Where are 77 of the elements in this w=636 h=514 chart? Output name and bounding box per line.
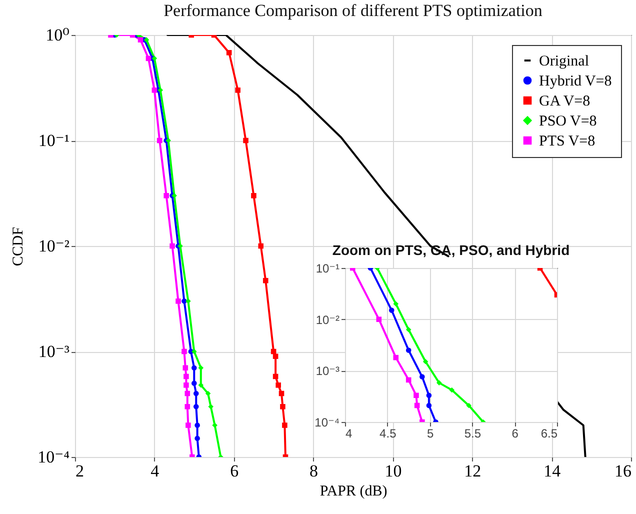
point (193, 404, 199, 410)
y-tick-label: 10⁻² (316, 312, 340, 327)
point (393, 354, 399, 360)
point (170, 243, 175, 249)
point (243, 138, 248, 144)
point (198, 365, 204, 370)
point (184, 404, 190, 410)
point (262, 278, 268, 284)
point (184, 382, 189, 388)
x-tick-label: 16 (614, 462, 632, 480)
point (182, 348, 187, 354)
point (182, 298, 187, 304)
x-tick-label: 12 (464, 462, 482, 480)
point (436, 380, 442, 386)
x-tick-label: 8 (310, 462, 318, 480)
x-tick-label: 4 (346, 426, 352, 440)
point (182, 365, 188, 370)
point (152, 88, 158, 93)
line-series (368, 268, 438, 422)
x-tick-label: 5.5 (464, 426, 482, 440)
point (235, 88, 240, 93)
point (393, 301, 399, 307)
x-axis-title: PAPR (dB) (320, 484, 388, 500)
x-tick-label: 5 (426, 426, 434, 440)
point (208, 404, 214, 410)
y-tick-label: 10⁻³ (316, 364, 340, 378)
point (388, 308, 394, 313)
chart-title: Performance Comparison of different PTS optimization (164, 1, 543, 20)
x-tick-label: 10 (384, 462, 402, 480)
point (276, 382, 281, 388)
x-tick-label: 6 (512, 426, 519, 440)
legend-label: PSO V=8 (539, 114, 597, 130)
x-tick-label: 6.5 (540, 426, 558, 440)
point (194, 422, 200, 428)
point (258, 243, 264, 249)
y-tick-label: 10⁻² (38, 236, 70, 256)
point (194, 436, 200, 442)
point (226, 50, 232, 56)
point (184, 374, 189, 380)
point (186, 422, 191, 428)
point (422, 358, 428, 364)
y-tick-label: 10⁰ (46, 26, 70, 44)
point (191, 348, 197, 354)
point (282, 422, 288, 428)
point (212, 422, 218, 428)
point (426, 392, 432, 398)
legend-label: GA V=8 (539, 94, 590, 110)
point (414, 392, 419, 398)
point (138, 37, 144, 42)
point (176, 298, 181, 304)
point (272, 354, 278, 359)
y-axis-title: CCDF (10, 226, 27, 266)
legend-label: Original (539, 54, 589, 70)
point (164, 193, 169, 198)
x-tick-label: 4 (150, 462, 160, 480)
x-tick-label: 6 (230, 462, 239, 480)
point (191, 380, 197, 386)
point (184, 390, 190, 396)
y-tick-label: 10⁻¹ (38, 131, 70, 150)
x-tick-label: 14 (544, 462, 562, 480)
legend-label: PTS V=8 (539, 134, 596, 150)
point (406, 348, 412, 353)
point (280, 404, 286, 410)
legend-label: Hybrid V=8 (539, 74, 612, 90)
x-tick-label: 2 (76, 462, 84, 480)
point (420, 374, 425, 380)
point (251, 193, 256, 198)
y-tick-label: 10⁻³ (38, 342, 70, 361)
y-tick-label: 10⁻⁴ (38, 448, 70, 466)
y-tick-label: 10⁻⁴ (314, 416, 340, 430)
point (376, 316, 382, 322)
point (193, 390, 199, 396)
x-tick-label: 4.5 (380, 426, 397, 440)
point (426, 402, 432, 408)
y-tick-label: 10⁻¹ (316, 262, 340, 276)
point (191, 365, 197, 370)
point (406, 326, 412, 332)
